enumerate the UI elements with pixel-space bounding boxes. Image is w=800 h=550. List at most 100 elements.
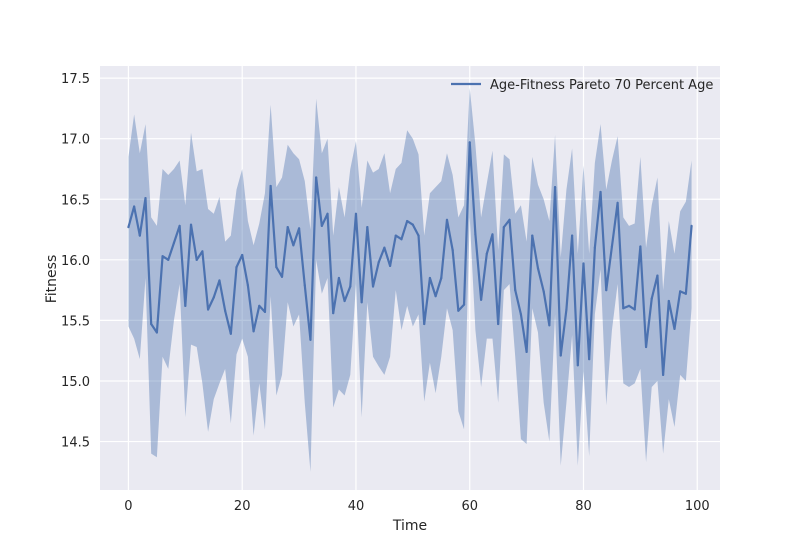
data-point — [320, 224, 323, 228]
data-point — [309, 338, 312, 341]
data-point — [241, 253, 244, 257]
data-point — [411, 223, 414, 226]
x-tick-label: 0 — [124, 499, 132, 514]
plot-background — [100, 66, 720, 490]
data-point — [184, 304, 187, 307]
data-point — [201, 250, 204, 253]
legend: Age-Fitness Pareto 70 Percent Age — [451, 78, 713, 93]
data-point — [263, 310, 267, 314]
data-point — [485, 252, 488, 255]
data-point — [178, 224, 181, 228]
x-tick-label: 40 — [348, 499, 365, 514]
data-point — [155, 331, 158, 334]
data-point — [360, 301, 363, 304]
x-tick-label: 100 — [685, 499, 710, 514]
data-point — [605, 289, 608, 292]
data-point — [684, 292, 687, 295]
data-point — [571, 234, 574, 237]
data-point — [258, 304, 261, 307]
x-tick-labels: 0 20 40 60 80 100 — [124, 499, 709, 514]
data-point — [371, 285, 375, 288]
data-point — [519, 313, 523, 316]
x-axis-label: Time — [392, 518, 427, 534]
data-point — [462, 303, 466, 306]
data-point — [167, 258, 170, 261]
data-point — [639, 245, 642, 248]
data-point — [667, 299, 670, 303]
data-point — [662, 373, 665, 377]
grid — [100, 66, 720, 490]
data-point — [337, 276, 340, 280]
data-point — [559, 354, 562, 357]
data-point — [656, 274, 659, 277]
data-point — [633, 308, 636, 311]
data-point — [383, 246, 386, 249]
data-point — [423, 322, 426, 326]
data-point — [565, 308, 568, 311]
data-point — [144, 196, 147, 200]
data-point — [514, 289, 517, 292]
data-point — [127, 226, 130, 229]
data-point — [502, 226, 505, 229]
data-point — [610, 245, 614, 248]
data-point — [644, 345, 648, 349]
data-point — [406, 219, 409, 223]
data-point — [224, 309, 227, 312]
data-point — [491, 233, 494, 236]
data-point — [593, 246, 596, 249]
y-tick-label: 16.5 — [61, 193, 90, 208]
data-point — [354, 212, 358, 215]
data-point — [252, 330, 255, 333]
data-point — [394, 234, 397, 237]
data-point — [218, 279, 221, 282]
data-point — [622, 307, 625, 310]
data-point — [417, 234, 420, 237]
data-point — [133, 205, 136, 208]
y-tick-label: 15.5 — [61, 314, 90, 329]
data-point — [508, 218, 511, 221]
data-point — [246, 284, 249, 287]
data-point — [189, 223, 193, 226]
y-tick-label: 14.5 — [61, 436, 90, 451]
x-tick-label: 60 — [461, 499, 478, 514]
data-point — [206, 308, 210, 311]
data-point — [542, 290, 545, 293]
data-point — [525, 350, 528, 353]
data-point — [497, 322, 500, 326]
data-point — [690, 224, 693, 228]
data-point — [377, 261, 380, 264]
y-tick-label: 16.0 — [61, 254, 90, 269]
data-point — [303, 284, 306, 287]
data-point — [480, 298, 483, 301]
data-point — [582, 262, 585, 265]
y-tick-label: 17.5 — [61, 72, 90, 87]
data-point — [332, 312, 335, 315]
data-point — [150, 322, 153, 326]
data-point — [343, 299, 346, 303]
data-point — [349, 285, 352, 288]
x-tick-label: 20 — [234, 499, 251, 514]
data-point — [235, 266, 238, 269]
data-point — [400, 238, 403, 241]
data-point — [172, 241, 176, 244]
data-point — [474, 233, 477, 236]
data-point — [531, 234, 534, 237]
data-point — [161, 255, 164, 258]
data-point — [445, 218, 449, 221]
data-point — [588, 358, 591, 361]
confidence-band — [128, 87, 692, 472]
data-point — [428, 276, 432, 280]
y-axis-label: Fitness — [44, 255, 60, 304]
data-point — [548, 324, 551, 327]
data-point — [536, 267, 540, 270]
data-point — [280, 275, 284, 278]
data-point — [434, 295, 437, 298]
data-point — [451, 249, 454, 252]
data-point — [627, 304, 631, 307]
data-point — [212, 296, 215, 299]
y-tick-labels: 14.5 15.0 15.5 16.0 16.5 17.0 17.5 — [61, 72, 90, 450]
data-point — [468, 141, 471, 144]
legend-label: Age-Fitness Pareto 70 Percent Age — [490, 78, 713, 93]
data-point — [616, 201, 619, 204]
